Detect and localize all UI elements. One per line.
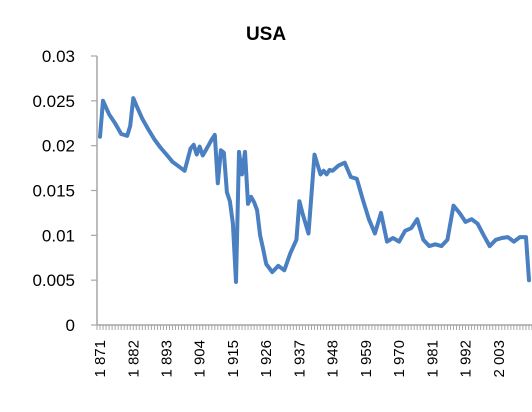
x-tick-label: 1 915 bbox=[225, 340, 242, 378]
y-axis: 0 0.005 0.01 0.015 0.02 0.025 0.03 bbox=[32, 47, 98, 335]
x-tick-label: 1 959 bbox=[358, 340, 375, 378]
y-tick-label: 0.02 bbox=[42, 137, 75, 156]
x-tick-label: 1 893 bbox=[158, 340, 175, 378]
x-tick-label: 1 882 bbox=[125, 340, 142, 378]
x-tick-label: 1 937 bbox=[291, 340, 308, 378]
x-tick-label: 1 926 bbox=[258, 340, 275, 378]
x-axis: 1 871 1 882 1 893 1 904 1 915 1 926 1 937 1 948… bbox=[92, 324, 532, 378]
plot-area bbox=[98, 96, 531, 284]
x-tick-label: 2 003 bbox=[491, 340, 508, 378]
y-tick-label: 0.03 bbox=[42, 47, 75, 66]
y-tick-label: 0 bbox=[66, 316, 75, 335]
x-tick-label: 1 970 bbox=[391, 340, 408, 378]
x-tick-label: 1 992 bbox=[458, 340, 475, 378]
x-tick-label: 1 948 bbox=[325, 340, 342, 378]
series-line bbox=[98, 96, 531, 284]
x-tick-label: 1 904 bbox=[192, 340, 209, 378]
chart-title: USA bbox=[246, 24, 286, 45]
y-tick-label: 0.015 bbox=[32, 182, 75, 201]
x-tick-label: 1 981 bbox=[424, 340, 441, 378]
y-tick-label: 0.025 bbox=[32, 92, 75, 111]
x-tick-label: 1 871 bbox=[92, 340, 109, 378]
y-tick-label: 0.005 bbox=[32, 271, 75, 290]
y-tick-label: 0.01 bbox=[42, 226, 75, 245]
